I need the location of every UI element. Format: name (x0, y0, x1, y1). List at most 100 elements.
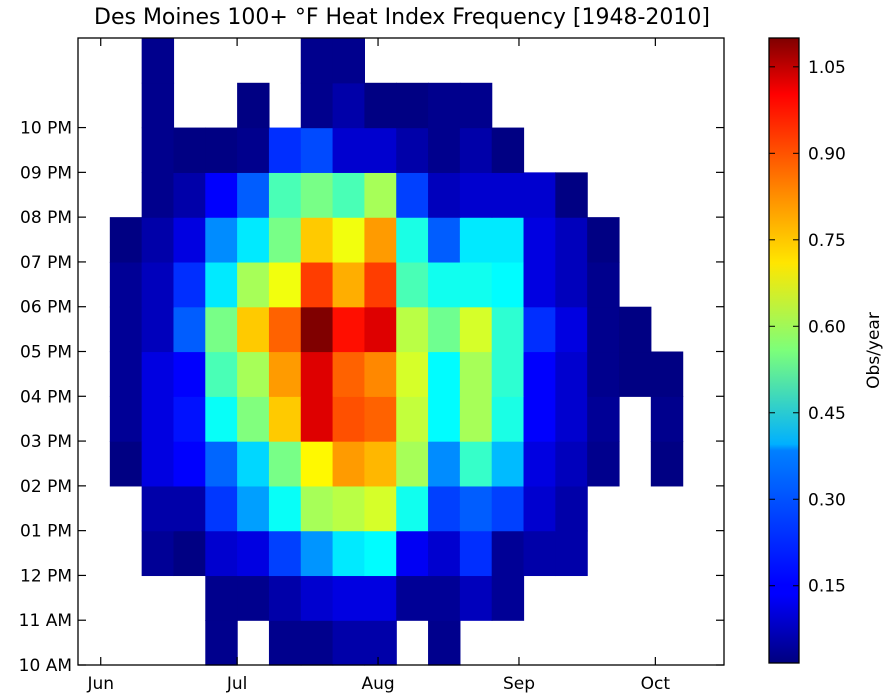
heatmap-cell (491, 530, 525, 577)
y-tick-label: 10 PM (20, 119, 72, 139)
colorbar-tick-label: 1.05 (808, 58, 846, 78)
heatmap-cell (555, 530, 588, 577)
heatmap-cell (364, 82, 397, 129)
heatmap-cell (141, 485, 175, 532)
heatmap-cell (109, 217, 143, 263)
heatmap-cell (364, 575, 397, 621)
y-tick-label: 02 PM (20, 477, 72, 497)
heatmap-cell (523, 351, 556, 397)
heatmap-cell (428, 575, 461, 621)
heatmap-cell (237, 306, 270, 353)
heatmap-cell (491, 575, 525, 621)
heatmap-cell (300, 441, 334, 487)
heatmap-cell (237, 82, 270, 129)
heatmap-cell (205, 485, 238, 532)
heatmap-cell (300, 575, 334, 621)
heatmap-cell (268, 306, 302, 353)
heatmap-cells (109, 38, 684, 666)
heatmap-cell (491, 261, 525, 308)
colorbar-tick-label: 0.45 (808, 404, 846, 424)
heatmap-cell (205, 217, 238, 263)
heatmap-cell (587, 396, 620, 442)
heatmap-cell (141, 127, 175, 173)
y-tick-label: 07 PM (20, 253, 72, 273)
heatmap-cell (173, 485, 206, 532)
heatmap-cell (332, 396, 365, 442)
heatmap-cell (396, 441, 429, 487)
heatmap-cell (237, 351, 270, 397)
heatmap-cell (173, 172, 206, 218)
heatmap-cell (428, 127, 461, 173)
heatmap-cell (268, 127, 302, 173)
heatmap-cell (268, 172, 302, 218)
heatmap-cell (268, 441, 302, 487)
heatmap-cell (459, 172, 493, 218)
heatmap-cell (428, 396, 461, 442)
y-tick-label: 03 PM (20, 432, 72, 452)
heatmap-cell (428, 261, 461, 308)
heatmap-cell (491, 441, 525, 487)
y-tick-label: 01 PM (20, 522, 72, 542)
heatmap-cell (364, 396, 397, 442)
heatmap-cell (332, 172, 365, 218)
heatmap-cell (523, 261, 556, 308)
heatmap-cell (300, 530, 334, 577)
heatmap-cell (141, 306, 175, 353)
heatmap-cell (364, 351, 397, 397)
heatmap-cell (587, 306, 620, 353)
heatmap-cell (523, 306, 556, 353)
heatmap-cell (650, 441, 684, 487)
heatmap-cell (364, 441, 397, 487)
colorbar-tick-label: 0.30 (808, 490, 846, 510)
heatmap-cell (268, 217, 302, 263)
heatmap-cell (523, 530, 556, 577)
heatmap-cell (491, 396, 525, 442)
heatmap-cell (332, 82, 365, 129)
heatmap-cell (300, 306, 334, 353)
heatmap-cell (300, 172, 334, 218)
heatmap-cell (141, 396, 175, 442)
y-axis: 10 AM 11 AM 12 PM 01 PM 02 PM 03 PM 04 PM 05 PM… (19, 119, 724, 676)
heatmap-cell (555, 306, 588, 353)
colorbar-tick-label: 0.90 (808, 144, 846, 164)
heatmap-cell (300, 38, 334, 84)
y-tick-label: 04 PM (20, 387, 72, 407)
heatmap-cell (396, 82, 429, 129)
heatmap-cell (205, 396, 238, 442)
heatmap-cell (300, 217, 334, 263)
heatmap-cell (173, 441, 206, 487)
heatmap-cell (268, 396, 302, 442)
heatmap-cell (491, 172, 525, 218)
heatmap-cell (237, 127, 270, 173)
heatmap-cell (523, 172, 556, 218)
heatmap-cell (555, 485, 588, 532)
heatmap-cell (332, 38, 365, 84)
heatmap-cell (237, 172, 270, 218)
heatmap-cell (205, 530, 238, 577)
heatmap-cell (396, 172, 429, 218)
heatmap-cell (205, 127, 238, 173)
heatmap-cell (141, 261, 175, 308)
x-tick-label: Oct (641, 674, 671, 694)
heatmap-cell (300, 396, 334, 442)
heatmap-cell (555, 172, 588, 218)
heatmap-cell (237, 217, 270, 263)
heatmap-cell (141, 217, 175, 263)
heatmap-cell (205, 351, 238, 397)
colorbar-tick-label: 0.15 (808, 577, 846, 597)
heatmap-cell (523, 396, 556, 442)
heatmap-cell (173, 261, 206, 308)
heatmap-cell (491, 217, 525, 263)
heatmap-cell (141, 530, 175, 577)
heatmap-cell (459, 306, 493, 353)
y-tick-label: 11 AM (19, 611, 72, 631)
heatmap-cell (109, 306, 143, 353)
heatmap-cell (459, 530, 493, 577)
heatmap-cell (109, 261, 143, 308)
heatmap-cell (555, 396, 588, 442)
colorbar: 0.15 0.30 0.45 0.60 0.75 0.90 1.05 Obs/year (768, 37, 884, 664)
heatmap-cell (428, 620, 461, 666)
heatmap-cell (650, 351, 684, 397)
heatmap-cell (332, 485, 365, 532)
